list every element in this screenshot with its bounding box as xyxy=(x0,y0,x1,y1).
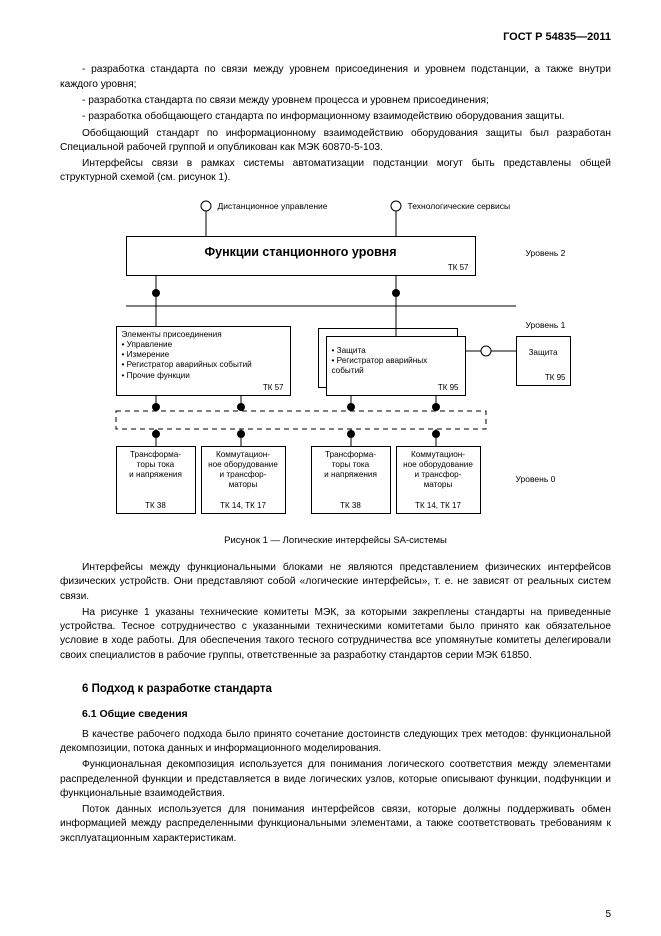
intro-bullet-2: - разработка стандарта по связи между ур… xyxy=(60,94,611,108)
dot-1 xyxy=(152,289,160,297)
bay-left-item-0: • Управление xyxy=(122,340,285,350)
station-tk: ТК 57 xyxy=(448,263,469,273)
section6-title: 6 Подход к разработке стандарта xyxy=(82,681,611,697)
proc-box-3: Коммутацион- ное оборудование и трансфор… xyxy=(396,446,481,514)
bay-mid-box: • Защита • Регистратор аварийных событий… xyxy=(326,336,466,396)
circle-remote xyxy=(200,200,211,211)
station-box: Функции станционного уровня ТК 57 xyxy=(126,236,476,276)
bay-mid-tk: ТК 95 xyxy=(438,383,459,393)
proc-box-2: Трансформа- торы тока и напряжения ТК 38 xyxy=(311,446,391,514)
proc-box-0: Трансформа- торы тока и напряжения ТК 38 xyxy=(116,446,196,514)
label-remote: Дистанционное управление xyxy=(218,201,328,213)
dot-d2 xyxy=(432,430,440,438)
bay-left-tk: ТК 57 xyxy=(263,383,284,393)
circle-mid-right xyxy=(480,345,491,356)
doc-header: ГОСТ Р 54835—2011 xyxy=(60,30,611,45)
bay-mid-item-1: • Регистратор аварийных событий xyxy=(332,356,460,377)
intro-p1: Обобщающий стандарт по информационному в… xyxy=(60,127,611,156)
bay-left-title: Элементы присоединения xyxy=(122,330,285,340)
proc-box-1: Коммутацион- ное оборудование и трансфор… xyxy=(201,446,286,514)
label-tech: Технологические сервисы xyxy=(408,201,511,213)
dot-a xyxy=(152,403,160,411)
intro-bullet-3: - разработка обобщающего стандарта по ин… xyxy=(60,110,611,124)
body-p2: На рисунке 1 указаны технические комитет… xyxy=(60,606,611,663)
level2-label: Уровень 2 xyxy=(526,248,566,260)
s6-p3: Поток данных используется для понимания … xyxy=(60,803,611,846)
intro-p2: Интерфейсы связи в рамках системы автома… xyxy=(60,157,611,186)
circle-tech xyxy=(390,200,401,211)
level0-label: Уровень 0 xyxy=(516,474,556,486)
body-p1: Интерфейсы между функциональными блоками… xyxy=(60,561,611,604)
dot-2 xyxy=(392,289,400,297)
dot-d xyxy=(432,403,440,411)
s6-p2: Функциональная декомпозиция используется… xyxy=(60,758,611,801)
dot-a2 xyxy=(152,430,160,438)
dot-b xyxy=(237,403,245,411)
section6-sub: 6.1 Общие сведения xyxy=(82,707,611,722)
figure-caption: Рисунок 1 — Логические интерфейсы SA-сис… xyxy=(60,534,611,547)
station-title: Функции станционного уровня xyxy=(132,245,470,261)
page-number: 5 xyxy=(605,908,611,922)
figure-1: Дистанционное управление Технологические… xyxy=(86,196,586,526)
bay-left-item-3: • Прочие функции xyxy=(122,371,285,381)
dot-c2 xyxy=(347,430,355,438)
bay-left-box: Элементы присоединения • Управление • Из… xyxy=(116,326,291,396)
bay-left-item-1: • Измерение xyxy=(122,350,285,360)
bay-right-box: Защита ТК 95 xyxy=(516,336,571,386)
level1-label: Уровень 1 xyxy=(526,320,566,332)
dot-c xyxy=(347,403,355,411)
bay-mid-item-0: • Защита xyxy=(332,346,460,356)
bay-right-tk: ТК 95 xyxy=(545,373,566,383)
dot-b2 xyxy=(237,430,245,438)
bay-left-item-2: • Регистратор аварийных событий xyxy=(122,360,285,370)
s6-p1: В качестве рабочего подхода было принято… xyxy=(60,728,611,757)
intro-bullet-1: - разработка стандарта по связи между ур… xyxy=(60,63,611,92)
bay-right-title: Защита xyxy=(522,348,565,358)
